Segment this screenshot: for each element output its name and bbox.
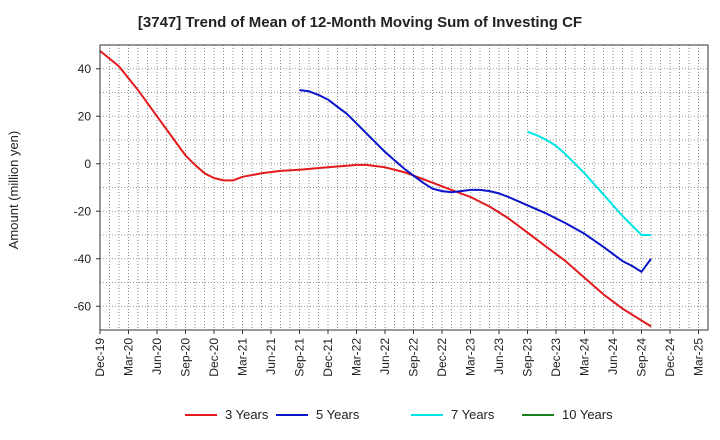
x-tick-label: Dec-22 (435, 338, 449, 377)
y-axis-ticks: 40 20 0 -20 -40 -60 (74, 62, 100, 313)
series-line-3-years (99, 50, 652, 328)
x-tick-label: Dec-24 (663, 338, 677, 377)
x-tick-label: Sep-21 (293, 338, 307, 377)
legend: 3 Years 5 Years 7 Years 10 Years (185, 407, 613, 422)
x-tick-label: Dec-23 (549, 338, 563, 377)
x-tick-label: Sep-22 (407, 338, 421, 377)
x-tick-label: Sep-24 (635, 338, 649, 377)
series-layer (99, 50, 652, 328)
y-tick-label: 20 (78, 109, 92, 123)
x-tick-label: Dec-20 (207, 338, 221, 377)
x-tick-label: Sep-23 (521, 338, 535, 377)
chart-title: [3747] Trend of Mean of 12-Month Moving … (137, 14, 583, 31)
x-tick-label: Sep-20 (179, 338, 193, 377)
legend-label: 3 Years (225, 407, 269, 422)
series-line-5-years (299, 89, 652, 273)
x-tick-label: Mar-24 (578, 338, 592, 376)
plot-border (99, 44, 709, 331)
x-tick-label: Jun-23 (492, 338, 506, 375)
series-line-7-years (527, 130, 651, 236)
x-tick-label: Mar-23 (464, 338, 478, 376)
legend-label: 5 Years (316, 407, 360, 422)
x-tick-label: Mar-21 (236, 338, 250, 376)
x-tick-label: Dec-21 (321, 338, 335, 377)
y-tick-label: -60 (74, 299, 92, 313)
x-tick-label: Jun-21 (264, 338, 278, 375)
horizontal-grid (100, 68, 708, 307)
y-tick-label: 40 (78, 62, 92, 76)
x-axis-ticks: Dec-19 Mar-20 Jun-20 Sep-20 Dec-20 Mar-21 Jun-… (93, 330, 706, 377)
x-tick-label: Mar-22 (350, 338, 364, 376)
x-tick-label: Mar-20 (122, 338, 136, 376)
x-tick-label: Mar-25 (692, 338, 706, 376)
y-tick-label: -40 (74, 252, 92, 266)
x-tick-label: Jun-22 (378, 338, 392, 375)
y-tick-label: 0 (84, 157, 91, 171)
x-tick-label: Jun-24 (606, 338, 620, 375)
y-tick-label: -20 (74, 204, 92, 218)
y-axis-label: Amount (million yen) (6, 131, 21, 250)
x-tick-label: Dec-19 (93, 338, 107, 377)
legend-label: 7 Years (451, 407, 495, 422)
x-tick-label: Jun-20 (150, 338, 164, 375)
legend-label: 10 Years (562, 407, 613, 422)
